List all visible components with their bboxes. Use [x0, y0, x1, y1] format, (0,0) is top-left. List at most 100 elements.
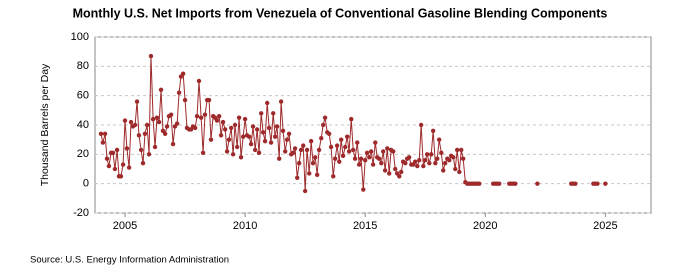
data-point [356, 162, 362, 167]
data-point [198, 115, 204, 120]
data-point [252, 147, 258, 153]
data-point [158, 87, 164, 93]
data-point [272, 134, 278, 139]
data-point [301, 143, 306, 148]
data-point [453, 166, 458, 172]
data-point [228, 125, 234, 131]
data-point [399, 169, 404, 175]
data-point [152, 144, 158, 150]
data-point [326, 131, 332, 136]
data-point [406, 155, 412, 160]
data-point [284, 137, 290, 142]
data-point [370, 162, 376, 167]
data-point [393, 166, 398, 172]
data-point [224, 149, 230, 154]
data-point [200, 150, 206, 156]
data-point [328, 144, 334, 150]
x-tick-label: 2010 [233, 220, 257, 232]
data-point [164, 124, 170, 129]
data-point [246, 134, 252, 139]
data-point [278, 99, 284, 104]
data-point [182, 97, 188, 103]
data-point [154, 115, 160, 120]
data-point [513, 181, 518, 186]
data-point [148, 53, 154, 59]
data-point [126, 165, 132, 170]
data-point [234, 144, 240, 150]
data-point [457, 169, 462, 175]
data-point [292, 146, 298, 151]
data-point [266, 125, 272, 131]
data-point [260, 130, 266, 135]
data-point [100, 140, 106, 145]
data-point [122, 118, 128, 123]
data-point [391, 149, 396, 154]
data-point [112, 166, 118, 172]
data-point [358, 156, 364, 161]
data-point [313, 155, 318, 160]
data-point [349, 116, 354, 122]
y-tick-label: 20 [77, 148, 89, 160]
data-point [256, 150, 262, 156]
data-point [168, 112, 174, 117]
data-point [319, 136, 324, 141]
data-point [338, 137, 344, 142]
data-point [258, 111, 264, 116]
data-point [98, 131, 104, 136]
data-point [220, 119, 226, 125]
chart-title: Monthly U.S. Net Imports from Venezuela … [73, 6, 608, 20]
data-point [304, 147, 310, 153]
y-tick-label: -20 [73, 207, 89, 219]
data-point [307, 171, 312, 176]
data-point [232, 122, 238, 128]
data-point [427, 160, 432, 166]
data-point [265, 100, 270, 106]
data-point [421, 163, 426, 169]
data-point [415, 163, 420, 169]
data-point [216, 114, 222, 119]
data-point [242, 116, 248, 122]
data-point [573, 181, 578, 186]
data-point [248, 141, 254, 147]
y-axis-label: Thousand Barrels per Day [39, 63, 51, 186]
data-point [379, 160, 384, 166]
data-point [174, 121, 180, 126]
data-point [430, 128, 436, 134]
data-point [236, 115, 242, 120]
data-point [344, 134, 350, 139]
data-point [355, 140, 360, 145]
data-point [162, 131, 168, 136]
data-point [442, 160, 448, 166]
data-point [138, 147, 144, 153]
data-point [274, 124, 280, 129]
data-point [283, 149, 288, 154]
data-point [134, 99, 140, 104]
data-point [106, 163, 112, 169]
data-point [136, 133, 142, 138]
data-point [254, 127, 260, 132]
data-point [368, 149, 374, 154]
data-point [290, 150, 296, 156]
data-point [128, 119, 134, 125]
data-point [110, 150, 116, 156]
data-point [477, 181, 482, 186]
data-point [595, 181, 600, 186]
data-point [296, 160, 302, 166]
data-point [202, 112, 208, 117]
data-point [114, 147, 120, 153]
data-point [102, 131, 108, 136]
x-tick-label: 2005 [113, 220, 137, 232]
data-point [144, 122, 150, 128]
data-point [497, 181, 502, 186]
data-point [322, 115, 328, 120]
data-point [104, 156, 110, 161]
data-point [206, 97, 212, 103]
x-tick-label: 2020 [473, 220, 497, 232]
data-point [120, 162, 126, 167]
data-point [156, 119, 162, 125]
data-point [150, 116, 156, 122]
data-point [118, 174, 124, 179]
data-point [222, 127, 228, 132]
data-point [340, 153, 346, 158]
